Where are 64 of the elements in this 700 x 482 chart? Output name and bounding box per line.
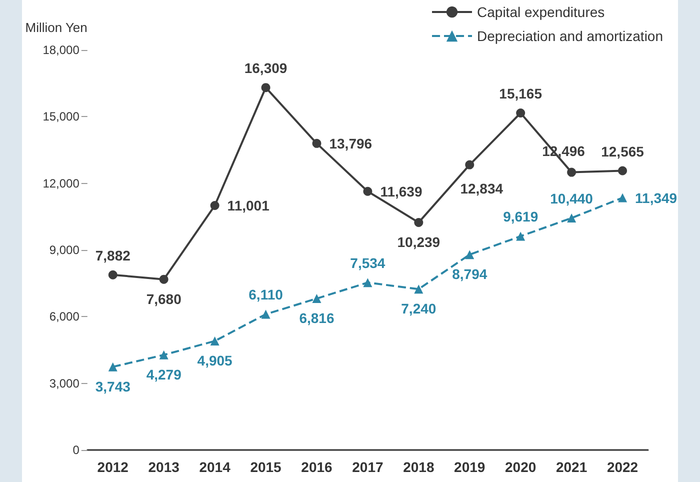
point [516, 108, 526, 118]
x-tick-label: 2012 [97, 459, 129, 475]
y-tick-label: 15,000 [42, 110, 80, 124]
data-label: 7,240 [401, 300, 436, 317]
point [261, 83, 270, 92]
x-tick-label: 2017 [352, 459, 384, 475]
x-tick-label: 2014 [199, 459, 231, 475]
data-label: 16,309 [244, 60, 288, 76]
data-label: 9,619 [503, 208, 538, 225]
data-label: 3,743 [95, 378, 131, 394]
data-label: 4,905 [197, 352, 233, 368]
data-label: 4,279 [146, 366, 182, 382]
legend-label: Capital expenditures [477, 4, 605, 20]
y-tick-label: 9,000 [49, 243, 80, 257]
point [312, 138, 322, 148]
point [210, 336, 220, 346]
point [618, 193, 628, 202]
data-label: 13,796 [329, 135, 372, 152]
y-axis-title: Million Yen [25, 20, 88, 35]
point [414, 218, 424, 227]
data-label: 6,110 [248, 286, 284, 303]
point [108, 362, 118, 372]
data-label: 10,440 [550, 190, 594, 206]
point [465, 250, 474, 260]
x-tick-label: 2021 [556, 459, 588, 475]
point [312, 294, 322, 304]
data-label: 6,816 [299, 310, 334, 326]
point [618, 166, 628, 176]
data-label: 11,001 [227, 198, 270, 214]
x-tick-label: 2015 [250, 459, 282, 475]
data-label: 12,834 [460, 180, 504, 196]
data-label: 8,794 [452, 266, 488, 282]
y-tick-label: 0 [72, 443, 80, 457]
point [567, 214, 576, 222]
y-tick-label: 3,000 [49, 376, 80, 390]
data-label: 7,680 [146, 290, 182, 307]
point [414, 284, 424, 294]
point [210, 201, 220, 210]
point [567, 168, 576, 177]
point [159, 350, 168, 360]
x-tick-label: 2018 [403, 459, 434, 475]
point [363, 278, 372, 288]
point [108, 270, 118, 280]
data-label: 12,565 [601, 143, 644, 160]
data-label: 11,639 [380, 183, 422, 200]
x-tick-label: 2016 [301, 459, 333, 475]
data-label: 7,882 [95, 247, 131, 264]
legend-label: Depreciation and amortization [477, 28, 664, 44]
point [516, 232, 526, 241]
point [159, 274, 168, 284]
data-label: 7,534 [350, 255, 386, 272]
x-tick-label: 2013 [148, 459, 180, 475]
point [465, 160, 474, 170]
point [363, 186, 372, 196]
data-label: 11,349 [635, 190, 678, 206]
data-label: 10,239 [397, 234, 440, 250]
y-tick-label: 12,000 [42, 176, 80, 190]
x-tick-label: 2019 [454, 459, 486, 475]
y-tick-label: 18,000 [42, 43, 80, 57]
y-tick-label: 6,000 [49, 310, 80, 324]
data-label: 15,165 [499, 86, 542, 102]
x-tick-label: 2020 [505, 459, 536, 475]
x-tick-label: 2022 [606, 459, 638, 475]
point [261, 310, 270, 319]
